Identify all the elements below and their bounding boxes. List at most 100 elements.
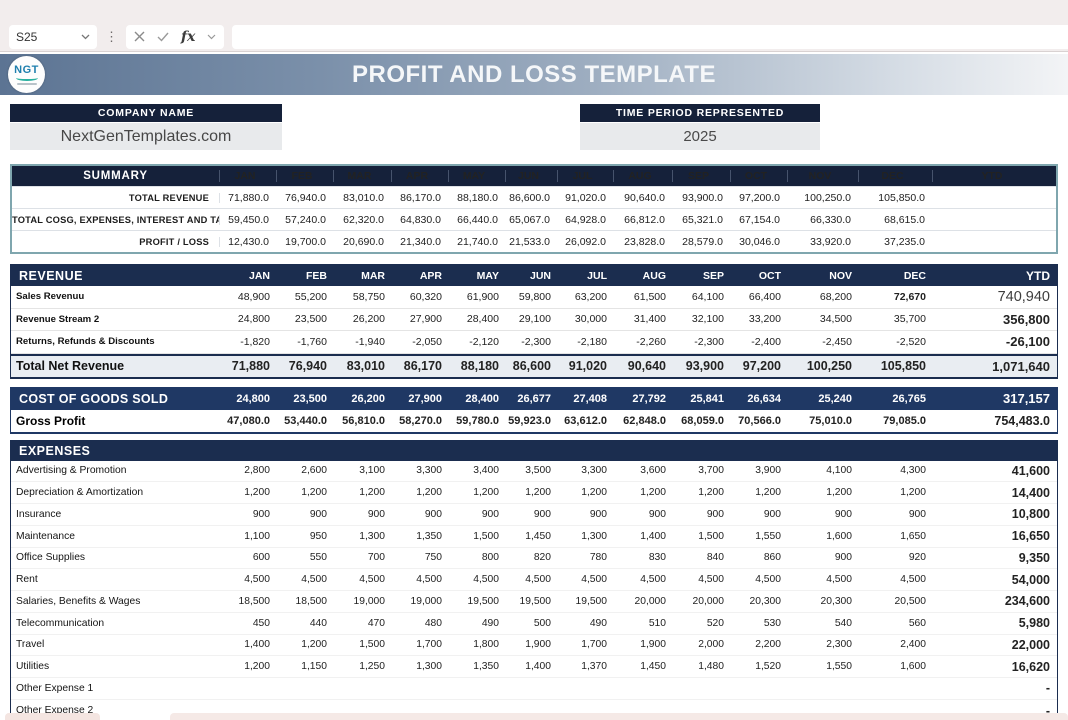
- data-cell[interactable]: 55,200: [294, 290, 327, 303]
- data-cell[interactable]: 4,300: [900, 465, 926, 477]
- data-cell[interactable]: 4,500: [244, 574, 270, 586]
- data-cell[interactable]: 9,350: [1018, 550, 1050, 565]
- data-cell[interactable]: -1,820: [240, 335, 270, 348]
- data-cell[interactable]: 1,450: [525, 530, 551, 542]
- data-cell[interactable]: 59,450.0: [228, 213, 269, 226]
- data-cell[interactable]: 20,690.0: [343, 235, 384, 248]
- row-label[interactable]: TOTAL COSG, EXPENSES, INTEREST AND TAX: [12, 214, 220, 225]
- data-cell[interactable]: 68,059.0: [681, 414, 724, 427]
- data-cell[interactable]: 1,300: [581, 530, 607, 542]
- data-cell[interactable]: 26,092.0: [565, 235, 606, 248]
- data-cell[interactable]: 1,370: [581, 661, 607, 673]
- data-cell[interactable]: 1,400: [640, 530, 666, 542]
- data-cell[interactable]: 900: [367, 508, 385, 520]
- chevron-down-icon[interactable]: [81, 34, 90, 40]
- data-cell[interactable]: 23,500: [294, 313, 327, 326]
- data-cell[interactable]: 20,000: [692, 595, 725, 607]
- data-cell[interactable]: 19,500: [519, 595, 552, 607]
- data-cell[interactable]: 1,550: [826, 661, 852, 673]
- data-cell[interactable]: 16,650: [1011, 529, 1050, 544]
- data-cell[interactable]: 4,500: [581, 574, 607, 586]
- data-cell[interactable]: 23,500: [293, 392, 327, 405]
- data-cell[interactable]: 470: [367, 617, 385, 629]
- data-cell[interactable]: 900: [706, 508, 724, 520]
- confirm-icon[interactable]: [157, 32, 169, 42]
- data-cell[interactable]: 900: [481, 508, 499, 520]
- insert-function-icon[interactable]: fx: [181, 28, 196, 45]
- data-cell[interactable]: 4,500: [301, 574, 327, 586]
- data-cell[interactable]: 62,320.0: [343, 213, 384, 226]
- data-cell[interactable]: 900: [252, 508, 270, 520]
- data-cell[interactable]: 900: [533, 508, 551, 520]
- data-cell[interactable]: 450: [252, 617, 270, 629]
- data-cell[interactable]: 1,650: [900, 530, 926, 542]
- data-cell[interactable]: 3,500: [525, 465, 551, 477]
- data-cell[interactable]: 1,900: [525, 639, 551, 651]
- row-label[interactable]: Insurance: [16, 508, 62, 520]
- data-cell[interactable]: 21,340.0: [400, 235, 441, 248]
- data-cell[interactable]: 5,980: [1018, 616, 1050, 631]
- row-label[interactable]: Sales Revenuu: [16, 291, 85, 303]
- data-cell[interactable]: -2,180: [577, 335, 607, 348]
- data-cell[interactable]: 234,600: [1004, 594, 1050, 609]
- data-cell[interactable]: 26,634: [747, 392, 781, 405]
- data-cell[interactable]: 317,157: [1003, 391, 1050, 406]
- data-cell[interactable]: 3,300: [581, 465, 607, 477]
- data-cell[interactable]: 20,300: [749, 595, 782, 607]
- data-cell[interactable]: 27,408: [573, 392, 607, 405]
- data-cell[interactable]: 90,640: [627, 359, 666, 373]
- data-cell[interactable]: 16,620: [1011, 659, 1050, 674]
- data-cell[interactable]: 60,320: [409, 290, 442, 303]
- data-cell[interactable]: 1,200: [244, 487, 270, 499]
- data-cell[interactable]: 64,100: [691, 290, 724, 303]
- data-cell[interactable]: 20,500: [894, 595, 927, 607]
- data-cell[interactable]: 1,200: [301, 487, 327, 499]
- data-cell[interactable]: 100,250.0: [804, 191, 851, 204]
- data-cell[interactable]: 1,200: [473, 487, 499, 499]
- data-cell[interactable]: 500: [533, 617, 551, 629]
- row-label[interactable]: Travel: [16, 639, 45, 651]
- data-cell[interactable]: 93,900.0: [682, 191, 723, 204]
- data-cell[interactable]: 1,200: [900, 487, 926, 499]
- data-cell[interactable]: -: [1045, 681, 1050, 696]
- data-cell[interactable]: 800: [481, 552, 499, 564]
- data-cell[interactable]: 32,100: [691, 313, 724, 326]
- data-cell[interactable]: 25,841: [690, 392, 724, 405]
- data-cell[interactable]: 1,150: [301, 661, 327, 673]
- data-cell[interactable]: 26,200: [351, 392, 385, 405]
- data-cell[interactable]: 4,500: [525, 574, 551, 586]
- data-cell[interactable]: 1,400: [244, 639, 270, 651]
- more-options-icon[interactable]: ⋮: [105, 28, 118, 44]
- data-cell[interactable]: 356,800: [1003, 311, 1050, 327]
- data-cell[interactable]: 1,500: [359, 639, 385, 651]
- data-cell[interactable]: 4,100: [826, 465, 852, 477]
- data-cell[interactable]: 2,300: [826, 639, 852, 651]
- row-label[interactable]: Returns, Refunds & Discounts: [16, 336, 155, 348]
- chevron-down-icon[interactable]: [207, 34, 216, 40]
- data-cell[interactable]: 65,067.0: [509, 213, 550, 226]
- data-cell[interactable]: 1,350: [473, 661, 499, 673]
- row-label[interactable]: Utilities: [16, 661, 50, 673]
- data-cell[interactable]: 2,000: [698, 639, 724, 651]
- data-cell[interactable]: 90,640.0: [624, 191, 665, 204]
- data-cell[interactable]: 3,300: [416, 465, 442, 477]
- data-cell[interactable]: 27,900: [408, 392, 442, 405]
- data-cell[interactable]: 30,046.0: [739, 235, 780, 248]
- data-cell[interactable]: 19,000: [353, 595, 386, 607]
- data-cell[interactable]: 27,792: [632, 392, 666, 405]
- data-cell[interactable]: 440: [309, 617, 327, 629]
- data-cell[interactable]: 66,812.0: [624, 213, 665, 226]
- data-cell[interactable]: 2,400: [900, 639, 926, 651]
- row-label[interactable]: Gross Profit: [16, 413, 86, 428]
- data-cell[interactable]: 26,200: [352, 313, 385, 326]
- data-cell[interactable]: 4,500: [416, 574, 442, 586]
- row-label[interactable]: Total Net Revenue: [16, 359, 125, 373]
- data-cell[interactable]: 1,200: [244, 661, 270, 673]
- data-cell[interactable]: 900: [908, 508, 926, 520]
- data-cell[interactable]: 59,923.0: [508, 414, 551, 427]
- data-cell[interactable]: 950: [309, 530, 327, 542]
- data-cell[interactable]: 64,830.0: [400, 213, 441, 226]
- row-label[interactable]: Depreciation & Amortization: [16, 487, 144, 499]
- data-cell[interactable]: 1,500: [698, 530, 724, 542]
- data-cell[interactable]: 1,200: [525, 487, 551, 499]
